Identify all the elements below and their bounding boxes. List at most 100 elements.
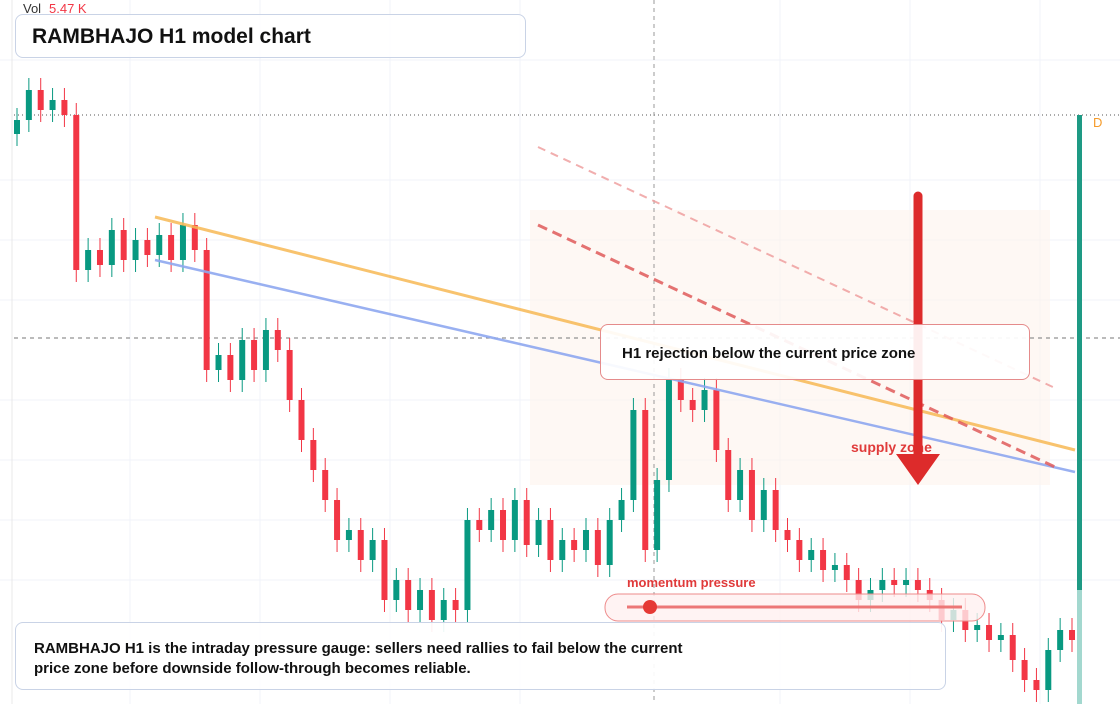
candle-body [61,100,68,115]
candle-body [986,625,993,640]
candle-body [357,530,364,560]
candle-body [322,470,329,500]
candle-body [997,635,1004,640]
candle-body [748,470,755,520]
annotation: H1 rejection below the current price zon… [622,345,916,362]
candle-body [903,580,910,585]
gauge-label: momentum pressure [627,575,756,590]
candle-body [1045,650,1052,690]
candle-body [251,340,258,370]
candle-body [85,250,92,270]
candle-body [843,565,850,580]
range-bar [1077,590,1082,704]
candle-body [737,470,744,500]
candle-body [642,410,649,550]
candle-body [784,530,791,540]
description: RAMBHAJO H1 is the intraday pressure gau… [34,640,683,677]
candle-body [725,450,732,500]
candle-body [701,390,708,410]
candle-body [14,120,20,134]
zone-label: supply zone [851,439,932,455]
candle-body [381,540,388,600]
candle-body [523,500,530,545]
candle-body [215,355,222,370]
candle-body [274,330,281,350]
candle-body [298,400,305,440]
interval-badge: D [1093,115,1102,130]
candle-body [417,590,424,610]
volume-value: 5.47 K [49,1,87,16]
candle-body [1009,635,1016,660]
candle-body [713,390,720,450]
candle-body [310,440,317,470]
chart-title: RAMBHAJO H1 model chart [32,25,311,48]
candle-body [808,550,815,560]
candle-body [428,590,435,620]
candle-body [156,235,163,255]
candle-body [630,410,637,500]
candle-body [772,490,779,530]
candle-body [500,510,507,540]
volume-label: Vol [23,1,41,16]
candle-body [855,580,862,600]
candle-body [239,340,246,380]
range-bar [1077,115,1082,590]
candle-body [582,530,589,550]
candle-body [760,490,767,520]
candle-body [168,235,175,260]
candle-body [891,580,898,585]
candle-body [227,355,234,380]
candle-body [132,240,139,260]
candle-body [120,230,127,260]
candle-body [369,540,376,560]
candle-body [73,115,80,270]
candle-body [464,520,471,610]
candle-body [665,380,672,480]
annotation-box: H1 rejection below the current price zon… [600,324,1030,380]
candle-body [511,500,518,540]
candle-body [393,580,400,600]
candle-body [262,330,269,370]
candle-body [96,250,103,265]
candle-body [606,520,613,565]
candle-body [440,600,447,620]
channel-line [537,146,1056,389]
candle-body [559,540,566,560]
description-box: RAMBHAJO H1 is the intraday pressure gau… [15,622,946,690]
candle-body [37,90,44,110]
candle-body [654,480,661,550]
candle-body [914,580,921,590]
candle-body [689,400,696,410]
candle-body [476,520,483,530]
candle-body [1021,660,1028,680]
candle-body [179,225,186,260]
candle-body [203,250,210,370]
candle-body [879,580,886,590]
candle-body [831,565,838,570]
candle-body [571,540,578,550]
candle-body [108,230,115,265]
candle-body [334,500,341,540]
candle-body [1057,630,1064,650]
candle-body [974,625,981,630]
candle-body [25,90,32,120]
candle-body [547,520,554,560]
candle-body [49,100,56,110]
candle-body [405,580,412,610]
candle-body [191,225,198,250]
title-box: RAMBHAJO H1 model chart [15,14,526,58]
candle-body [535,520,542,545]
candle-body [1069,630,1075,640]
candle-body [618,500,625,520]
candle-body [796,540,803,560]
candle-body [144,240,151,255]
candle-body [345,530,352,540]
gauge-knob [643,600,657,614]
candle-body [820,550,827,570]
arrow-head [896,454,940,485]
candle-body [594,530,601,565]
candle-body [677,380,684,400]
candle-body [488,510,495,530]
candle-body [1033,680,1040,690]
